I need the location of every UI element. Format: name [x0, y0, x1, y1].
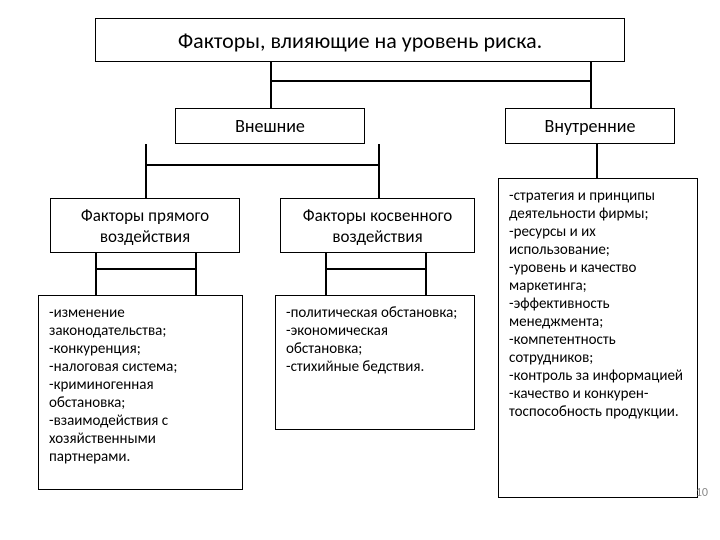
- indirect-box: Факторы косвенного воздействия: [280, 198, 475, 253]
- connector-line: [325, 253, 327, 268]
- connector-line: [378, 144, 380, 164]
- direct-items-text: -изменение законодательства; -конкуренци…: [49, 304, 232, 466]
- connector-line: [95, 268, 197, 270]
- external-label: Внешние: [235, 115, 305, 137]
- internal-items-box: -стратегия и принципы деятельности фирмы…: [498, 178, 698, 498]
- connector-line: [145, 164, 147, 198]
- indirect-items-box: -политическая обстановка; -экономическая…: [275, 295, 475, 430]
- connector-line: [590, 62, 592, 80]
- connector-line: [95, 268, 97, 295]
- title-text: Факторы, влияющие на уровень риска.: [178, 27, 542, 54]
- page-number: 10: [696, 486, 708, 500]
- connector-line: [270, 62, 272, 80]
- direct-box: Факторы прямого воздействия: [50, 198, 240, 253]
- internal-items-text: -стратегия и принципы деятельности фирмы…: [509, 187, 687, 421]
- indirect-label: Факторы косвенного воздействия: [289, 205, 466, 247]
- indirect-items-text: -политическая обстановка; -экономическая…: [286, 304, 464, 376]
- connector-line: [378, 164, 380, 198]
- connector-line: [425, 253, 427, 268]
- connector-line: [325, 268, 427, 270]
- connector-line: [95, 253, 97, 268]
- connector-line: [270, 80, 592, 82]
- connector-line: [596, 144, 598, 178]
- connector-line: [145, 164, 380, 166]
- connector-line: [270, 80, 272, 108]
- connector-line: [195, 268, 197, 295]
- connector-line: [425, 268, 427, 295]
- connector-line: [325, 268, 327, 295]
- internal-label: Внутренние: [545, 115, 636, 137]
- internal-box: Внутренние: [505, 108, 675, 144]
- connector-line: [145, 144, 147, 164]
- direct-label: Факторы прямого воздействия: [59, 205, 231, 247]
- connector-line: [590, 80, 592, 108]
- direct-items-box: -изменение законодательства; -конкуренци…: [38, 295, 243, 490]
- external-box: Внешние: [175, 108, 365, 144]
- connector-line: [195, 253, 197, 268]
- title-box: Факторы, влияющие на уровень риска.: [95, 18, 625, 62]
